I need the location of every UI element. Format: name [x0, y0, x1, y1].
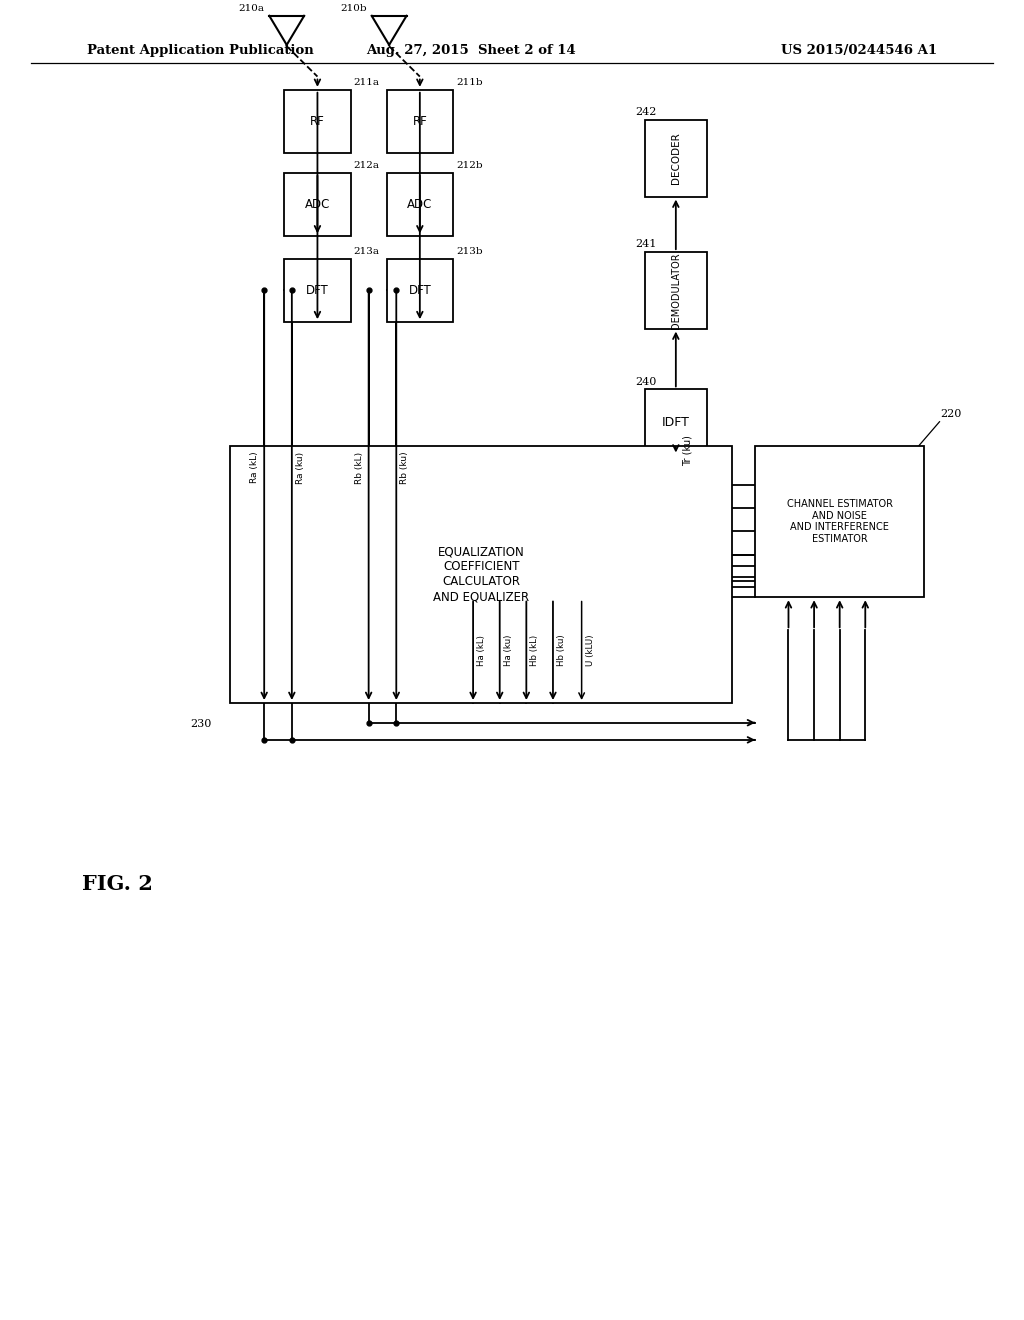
- Text: ADC: ADC: [408, 198, 432, 211]
- Text: Patent Application Publication: Patent Application Publication: [87, 44, 313, 57]
- Text: DECODER: DECODER: [671, 132, 681, 185]
- Text: 240: 240: [635, 376, 656, 387]
- Text: 212b: 212b: [457, 161, 483, 170]
- Bar: [284, 259, 350, 322]
- Bar: [284, 173, 350, 236]
- Text: 242: 242: [635, 107, 656, 117]
- Text: 213b: 213b: [457, 247, 483, 256]
- Text: 220: 220: [940, 409, 962, 420]
- Text: FIG. 2: FIG. 2: [82, 874, 153, 895]
- Text: 213a: 213a: [354, 247, 380, 256]
- Text: Rb (ku): Rb (ku): [400, 451, 410, 484]
- Text: EQUALIZATION
COEFFICIENT
CALCULATOR
AND EQUALIZER: EQUALIZATION COEFFICIENT CALCULATOR AND …: [433, 545, 529, 603]
- Bar: [386, 259, 453, 322]
- Bar: [284, 90, 350, 153]
- Text: US 2015/0244546 A1: US 2015/0244546 A1: [781, 44, 937, 57]
- Text: Hb (kL): Hb (kL): [530, 635, 540, 665]
- Text: 212a: 212a: [354, 161, 380, 170]
- Text: DEMODULATOR: DEMODULATOR: [671, 252, 681, 329]
- Bar: [645, 389, 707, 455]
- Text: Tr (ku): Tr (ku): [683, 436, 693, 466]
- Text: 210a: 210a: [239, 4, 264, 13]
- Bar: [645, 252, 707, 329]
- Text: Aug. 27, 2015  Sheet 2 of 14: Aug. 27, 2015 Sheet 2 of 14: [367, 44, 575, 57]
- Text: RF: RF: [310, 115, 325, 128]
- Bar: [755, 446, 924, 597]
- Text: DFT: DFT: [409, 284, 431, 297]
- Text: 241: 241: [635, 239, 656, 249]
- Text: Ra (kL): Ra (kL): [250, 451, 259, 483]
- Bar: [386, 90, 453, 153]
- Text: Ra (ku): Ra (ku): [296, 451, 305, 483]
- Bar: [386, 173, 453, 236]
- Text: CHANNEL ESTIMATOR
AND NOISE
AND INTERFERENCE
ESTIMATOR: CHANNEL ESTIMATOR AND NOISE AND INTERFER…: [786, 499, 893, 544]
- Bar: [645, 120, 707, 197]
- Text: Rb (kL): Rb (kL): [354, 451, 364, 483]
- Text: 211b: 211b: [457, 78, 483, 87]
- Text: 230: 230: [190, 719, 212, 729]
- Text: 211a: 211a: [354, 78, 380, 87]
- Text: 210b: 210b: [340, 4, 367, 13]
- Text: ADC: ADC: [305, 198, 330, 211]
- Bar: [230, 446, 732, 704]
- Text: IDFT: IDFT: [662, 416, 690, 429]
- Text: U (kLU): U (kLU): [586, 635, 595, 665]
- Text: Ha (ku): Ha (ku): [504, 635, 513, 665]
- Text: Ha (kL): Ha (kL): [477, 635, 486, 665]
- Text: Hb (ku): Hb (ku): [557, 635, 566, 665]
- Text: DFT: DFT: [306, 284, 329, 297]
- Text: RF: RF: [413, 115, 427, 128]
